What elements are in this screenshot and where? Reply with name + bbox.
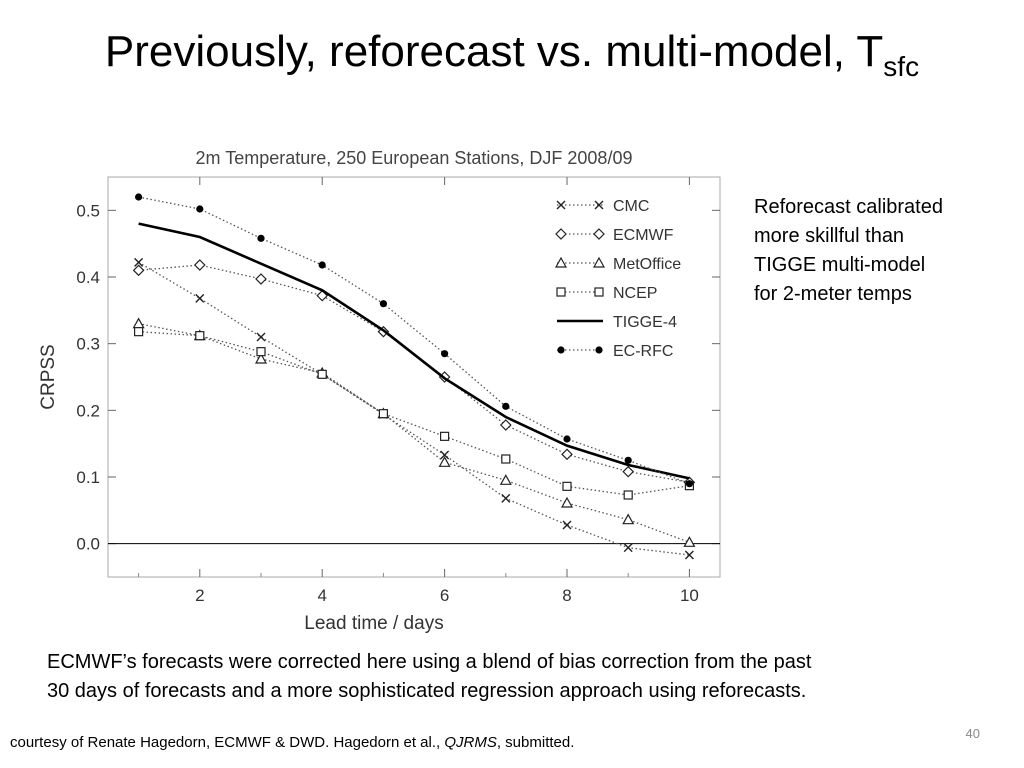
page-number: 40: [965, 726, 980, 741]
x-tick-label: 4: [317, 586, 326, 605]
data-point-metoffice: [132, 317, 145, 329]
legend-marker-ecmwf: [555, 228, 567, 240]
side-note: Reforecast calibrated more skillful than…: [754, 193, 1004, 309]
credit-line: courtesy of Renate Hagedorn, ECMWF & DWD…: [10, 734, 574, 751]
data-point-ncep: [133, 327, 144, 337]
x-tick-label: 10: [680, 586, 699, 605]
legend-label-ncep: NCEP: [613, 285, 657, 302]
x-axis-label: Lead time / days: [304, 613, 443, 634]
legend-marker-cmc: [594, 200, 604, 210]
data-point-ec-rfc: [318, 261, 326, 269]
series-line-ec-rfc: [138, 196, 690, 485]
chart-container: 2m Temperature, 250 European Stations, D…: [30, 142, 730, 642]
data-point-cmc: [256, 332, 266, 342]
data-point-ecmwf: [499, 419, 512, 431]
data-point-metoffice: [254, 352, 268, 364]
legend-marker-metoffice: [592, 256, 606, 268]
data-point-ncep: [195, 331, 205, 341]
legend-marker-ec-rfc: [557, 346, 565, 354]
y-tick-label: 0.5: [76, 201, 100, 220]
y-tick-label: 0.3: [76, 335, 100, 354]
data-point-ncep: [501, 454, 511, 464]
series-line-cmc: [138, 261, 690, 556]
y-tick-label: 0.2: [76, 401, 100, 420]
explanation-line: 30 days of forecasts and a more sophisti…: [47, 680, 807, 702]
x-tick-label: 6: [440, 586, 449, 605]
side-note-line: for 2-meter temps: [754, 283, 912, 305]
data-point-ec-rfc: [441, 350, 449, 358]
legend-label-ecmwf: ECMWF: [613, 227, 674, 244]
data-point-cmc: [195, 293, 205, 303]
credit-suffix: , submitted.: [496, 734, 575, 751]
legend-marker-metoffice: [554, 256, 568, 268]
data-point-ec-rfc: [685, 480, 694, 488]
x-tick-label: 2: [195, 586, 204, 605]
data-point-ec-rfc: [624, 456, 632, 464]
crpss-line-chart: 2m Temperature, 250 European Stations, D…: [38, 148, 721, 634]
data-point-metoffice: [560, 496, 574, 508]
data-point-ncep: [562, 481, 572, 491]
y-tick-label: 0.0: [76, 535, 100, 554]
series-line-ncep: [138, 331, 690, 496]
data-point-ec-rfc: [379, 300, 387, 308]
legend-label-tigge-4: TIGGE-4: [613, 314, 677, 331]
data-point-ec-rfc: [502, 402, 510, 410]
legend-marker-ec-rfc: [595, 346, 603, 354]
side-note-line: more skillful than: [754, 225, 905, 247]
data-point-metoffice: [683, 536, 696, 547]
data-point-cmc: [440, 450, 450, 460]
chart-title: 2m Temperature, 250 European Stations, D…: [196, 148, 633, 168]
slide-title-subscript: sfc: [883, 51, 920, 82]
plot-frame: [107, 176, 721, 578]
data-point-ecmwf: [132, 264, 145, 277]
y-tick-label: 0.4: [76, 268, 100, 287]
data-point-ec-rfc: [196, 205, 204, 213]
y-axis-label: CRPSS: [38, 344, 59, 409]
legend-label-cmc: CMC: [613, 198, 649, 215]
data-point-ec-rfc: [135, 193, 143, 201]
series-line-tigge-4: [138, 222, 690, 480]
data-point-cmc: [562, 520, 572, 530]
data-point-ecmwf: [255, 273, 267, 285]
slide-title-main: Previously, reforecast vs. multi-model, …: [104, 27, 884, 76]
data-point-ncep: [256, 347, 266, 357]
data-point-ncep: [440, 431, 450, 441]
data-point-ncep: [317, 369, 327, 379]
data-point-cmc: [134, 257, 144, 267]
series-line-ecmwf: [138, 264, 690, 483]
legend-marker-cmc: [556, 200, 566, 210]
data-point-cmc: [501, 493, 511, 503]
legend-marker-ncep: [594, 287, 604, 297]
series-line-metoffice: [138, 323, 690, 543]
data-point-ecmwf: [622, 465, 635, 478]
side-note-line: Reforecast calibrated: [754, 196, 943, 218]
legend-marker-ncep: [556, 287, 566, 297]
data-point-ncep: [378, 409, 388, 419]
data-point-cmc: [684, 550, 694, 560]
data-point-ncep: [623, 490, 633, 500]
legend-label-metoffice: MetOffice: [613, 256, 681, 273]
credit-prefix: courtesy of Renate Hagedorn, ECMWF & DWD…: [10, 734, 445, 751]
data-point-metoffice: [438, 456, 451, 467]
data-point-cmc: [623, 543, 633, 553]
side-note-line: TIGGE multi-model: [754, 254, 926, 276]
explanation-text: ECMWF’s forecasts were corrected here us…: [47, 648, 1007, 706]
data-point-metoffice: [499, 474, 512, 485]
legend-label-ec-rfc: EC-RFC: [613, 343, 673, 360]
explanation-line: ECMWF’s forecasts were corrected here us…: [47, 651, 812, 673]
data-point-ecmwf: [193, 259, 206, 271]
data-point-metoffice: [622, 513, 635, 525]
data-point-ec-rfc: [563, 435, 571, 443]
data-point-ecmwf: [561, 448, 573, 461]
slide-title: Previously, reforecast vs. multi-model, …: [0, 26, 1024, 81]
data-point-ec-rfc: [257, 234, 265, 242]
legend-marker-ecmwf: [593, 228, 605, 240]
credit-journal: QJRMS: [444, 734, 497, 751]
y-tick-label: 0.1: [76, 468, 100, 487]
x-tick-label: 8: [562, 586, 571, 605]
